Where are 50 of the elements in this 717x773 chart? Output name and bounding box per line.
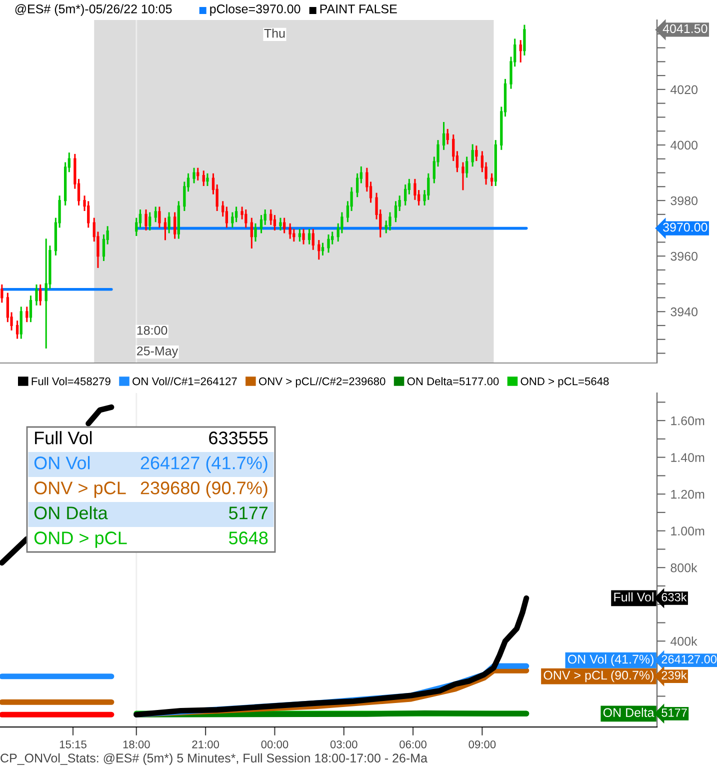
x-tick-label: 15:15 [60, 740, 86, 748]
annotation: 239680 (90.7%) [140, 481, 268, 498]
annotation: 633555 [209, 432, 268, 444]
y-tick-label: 1.20m [671, 490, 704, 499]
y-tick-label: 1.60m [671, 416, 704, 426]
text: 264127.00 [662, 655, 717, 664]
chart-title: @ES# (5m*)-05/26/22 10:05 [15, 4, 172, 16]
y-tick-label: 4020 [670, 85, 698, 94]
y-tick-label: 1.40m [671, 453, 704, 462]
annotation: 5648 [228, 532, 268, 544]
text: 633k [662, 592, 687, 602]
annotation: ONV > pCL [34, 482, 126, 498]
annotation: 25-May [137, 346, 178, 358]
annotation: 18:00 [137, 326, 168, 335]
text: 239k [662, 670, 687, 680]
legend-label: ONV > pCL//C#2=239680 [258, 377, 386, 388]
y-tick-label: 3980 [670, 196, 698, 206]
annotation: ONV > pCL (90.7%) [544, 670, 654, 682]
x-tick-label: 18:00 [123, 740, 150, 748]
annotation: ON Delta [603, 708, 654, 717]
text: 5177 [662, 708, 687, 717]
y-tick-label: 4000 [670, 140, 698, 150]
x-tick-label: 09:00 [468, 740, 496, 748]
annotation: Full Vol [614, 592, 654, 602]
text: 3970.00 [663, 222, 708, 232]
annotation: Full Vol [35, 431, 92, 444]
y-tick-label: 400k [670, 636, 698, 646]
y-tick-label: 1.00m [671, 526, 704, 536]
annotation: ON Vol [34, 456, 90, 470]
x-tick-label: 00:00 [261, 740, 288, 748]
annotation: ON Vol (41.7%) [568, 654, 654, 666]
x-axis-title: CP_ONVol_Stats: @ES# (5m*) 5 Minutes*, Full Session 18:00-17:00 - 26-Ma [0, 753, 428, 765]
x-tick-label: 06:00 [400, 740, 426, 748]
legend-label: ON Vol//C#1=264127 [132, 377, 237, 386]
annotation: Thu [264, 28, 285, 38]
y-tick-label: 800k [670, 563, 698, 572]
text: 4041.50 [662, 24, 708, 34]
x-tick-label: 03:00 [330, 740, 358, 748]
legend-label: ON Delta=5177.00 [407, 377, 499, 386]
text: PAINT FALSE [320, 4, 397, 14]
legend-label: pClose=3970.00 [210, 4, 300, 16]
legend-label: Full Vol=458279 [32, 377, 110, 386]
legend-label: OND > pCL=5648 [520, 377, 609, 388]
annotation: 5177 [228, 506, 268, 520]
y-tick-label: 3940 [670, 307, 698, 316]
x-tick-label: 21:00 [192, 740, 220, 748]
annotation: ON Delta [34, 506, 108, 520]
annotation: OND > pCL [34, 532, 127, 548]
y-tick-label: 3960 [670, 252, 698, 261]
annotation: 264127 (41.7%) [140, 456, 268, 473]
